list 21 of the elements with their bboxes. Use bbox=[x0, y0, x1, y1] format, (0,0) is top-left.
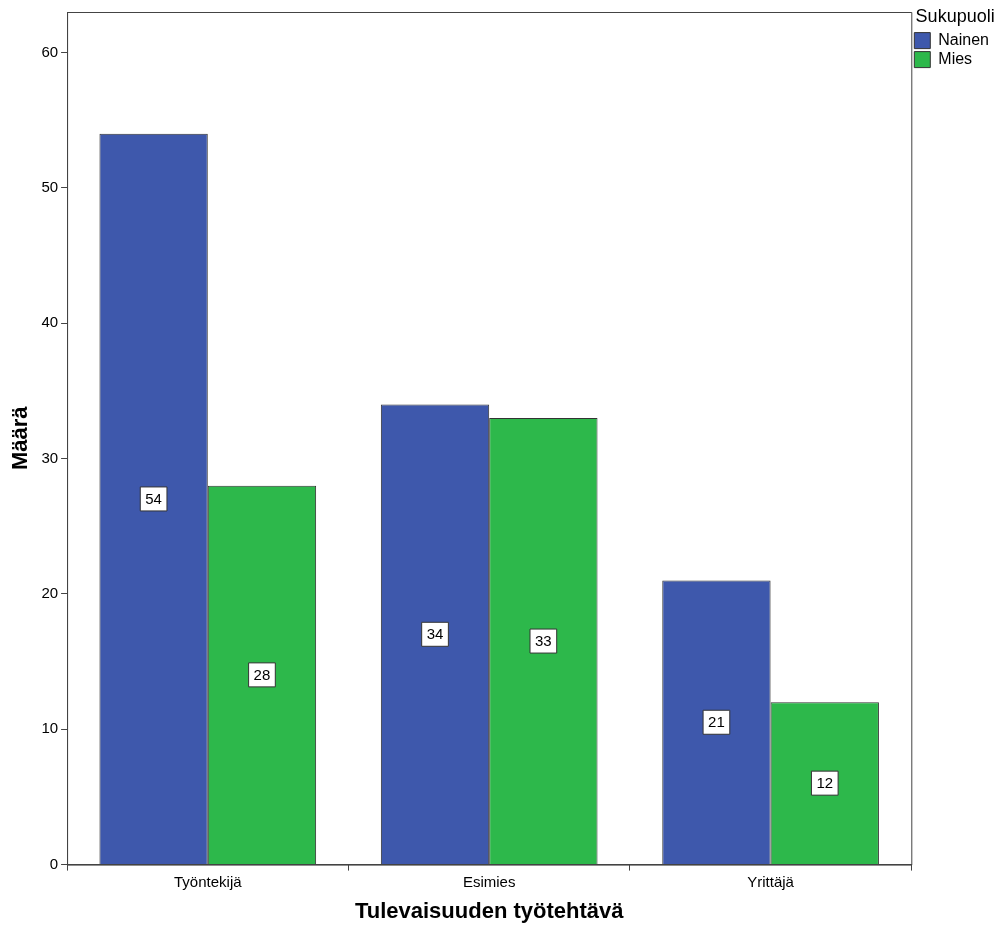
x-tick-label: Esimies bbox=[462, 872, 516, 890]
y-tick-label: 50 bbox=[41, 178, 59, 196]
data-label: 12 bbox=[816, 774, 834, 792]
legend-title: Sukupuoli bbox=[915, 5, 995, 26]
y-tick-label: 40 bbox=[41, 313, 59, 331]
y-tick-label: 0 bbox=[49, 854, 59, 872]
data-label: 34 bbox=[426, 625, 444, 643]
y-axis-title: Määrä bbox=[7, 405, 33, 471]
data-label: 54 bbox=[145, 490, 162, 508]
y-tick-label: 30 bbox=[41, 448, 59, 466]
y-tick-label: 10 bbox=[41, 719, 59, 737]
x-tick-label: Yrittäjä bbox=[747, 872, 795, 890]
data-label: 33 bbox=[535, 632, 552, 650]
legend-label: Nainen bbox=[938, 31, 989, 49]
x-axis-title: Tulevaisuuden työtehtävä bbox=[354, 897, 625, 923]
y-tick-label: 20 bbox=[41, 584, 59, 602]
y-tick-label: 60 bbox=[41, 42, 59, 60]
data-label: 21 bbox=[708, 713, 725, 731]
data-label: 28 bbox=[253, 666, 271, 684]
x-tick-label: Työntekijä bbox=[174, 872, 243, 890]
legend-label: Mies bbox=[938, 50, 973, 68]
